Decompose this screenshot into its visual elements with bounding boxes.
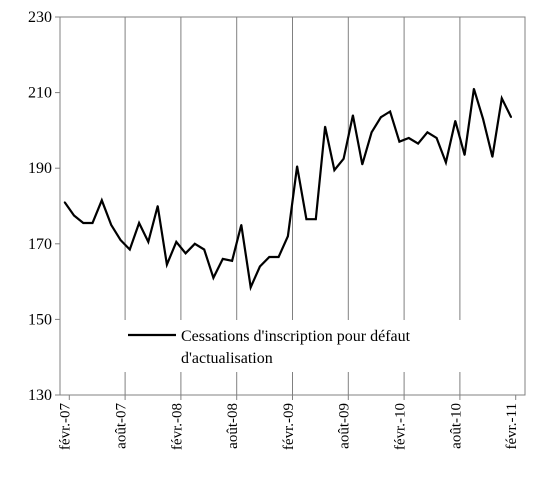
x-tick-label: févr.-10 — [392, 403, 408, 450]
data-point — [342, 157, 345, 160]
data-point — [249, 286, 252, 289]
data-point — [435, 137, 438, 139]
data-point — [370, 131, 373, 134]
data-point — [314, 218, 317, 221]
series-layer — [63, 87, 513, 292]
y-tick-label: 190 — [28, 160, 52, 177]
x-tick-label: août-07 — [113, 403, 129, 449]
data-point — [333, 169, 336, 171]
data-point — [138, 222, 140, 224]
data-point — [100, 199, 103, 202]
x-tick-label: févr.-11 — [504, 403, 520, 450]
data-point — [73, 214, 75, 217]
data-point — [286, 235, 289, 238]
x-tick-label: août-10 — [448, 403, 464, 449]
data-point — [296, 165, 299, 168]
data-point — [166, 263, 168, 266]
data-point — [277, 256, 280, 258]
data-point — [417, 142, 419, 145]
data-point — [259, 265, 261, 268]
data-point — [147, 241, 150, 243]
data-point — [268, 256, 271, 258]
data-point — [91, 222, 94, 224]
data-point — [472, 87, 475, 90]
data-point — [426, 131, 429, 134]
data-point — [491, 155, 494, 158]
data-point — [510, 116, 512, 119]
y-tick-label: 130 — [28, 387, 52, 404]
data-point — [482, 118, 485, 120]
data-point — [352, 114, 354, 117]
x-tick-label: févr.-09 — [281, 403, 297, 450]
data-point — [445, 161, 447, 164]
data-point — [63, 201, 66, 204]
data-point — [305, 218, 308, 221]
data-point — [231, 259, 233, 262]
legend-background — [116, 320, 496, 372]
data-point — [240, 224, 243, 226]
data-point — [203, 248, 206, 251]
data-point — [193, 242, 196, 245]
data-point — [463, 154, 466, 156]
data-point — [110, 224, 113, 226]
legend-label: d'actualisation — [181, 350, 273, 367]
y-tick-label: 170 — [28, 236, 52, 253]
data-point — [156, 205, 159, 207]
data-point — [128, 248, 131, 251]
data-point — [407, 137, 410, 139]
x-tick-label: févr.-08 — [169, 403, 185, 450]
legend-label: Cessations d'inscription pour défaut — [181, 328, 411, 345]
data-point — [454, 120, 457, 122]
x-tick-label: août-08 — [225, 403, 241, 449]
data-point — [389, 110, 392, 113]
legend: Cessations d'inscription pour défaut d'ac… — [116, 320, 496, 372]
data-point — [398, 140, 401, 143]
data-point — [221, 258, 224, 260]
series-line-cessations — [63, 88, 513, 292]
data-point — [361, 163, 364, 166]
x-tick-label: févr.-07 — [58, 403, 74, 451]
data-point — [175, 241, 178, 243]
y-tick-label: 210 — [28, 85, 52, 102]
y-tick-label: 150 — [28, 311, 52, 328]
x-axis: févr.-07 août-07 févr.-08 août-08 févr.-09 ao… — [58, 395, 520, 450]
vertical-gridlines — [124, 17, 461, 395]
data-point — [500, 97, 503, 100]
y-tick-label: 230 — [28, 9, 52, 26]
y-axis: 130 150 170 190 210 230 — [28, 9, 60, 404]
data-point — [119, 239, 122, 241]
data-point — [184, 252, 187, 255]
data-point — [379, 116, 382, 119]
x-tick-label: août-09 — [337, 403, 353, 449]
data-point — [82, 222, 85, 224]
data-point — [212, 276, 215, 279]
data-point — [324, 125, 326, 128]
